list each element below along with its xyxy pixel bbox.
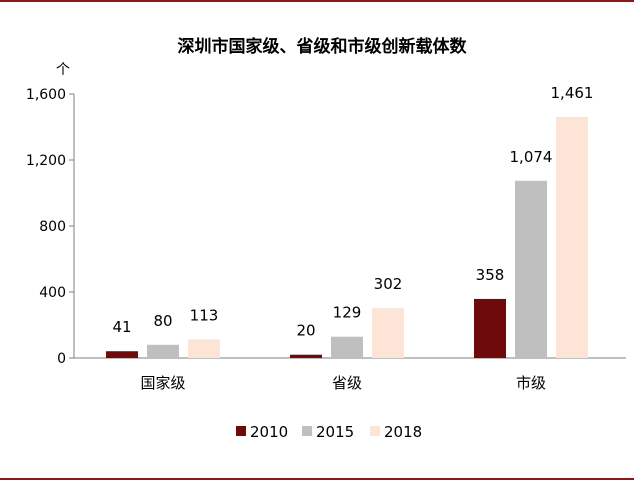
bar-2018-1 xyxy=(372,308,404,358)
category-label: 省级 xyxy=(332,374,362,392)
bar-2010-2 xyxy=(474,298,506,358)
data-label: 80 xyxy=(153,312,172,330)
category-label: 市级 xyxy=(516,374,546,392)
bar-2015-2 xyxy=(515,180,547,358)
bar-2015-0 xyxy=(147,344,179,358)
data-label: 113 xyxy=(190,306,219,324)
bar-2018-0 xyxy=(188,339,220,358)
chart-title: 深圳市国家级、省级和市级创新载体数 xyxy=(178,36,468,57)
legend-label: 2018 xyxy=(384,423,422,441)
bars xyxy=(106,116,588,358)
y-axis-ticks: 0 400 800 1,200 1,600 xyxy=(26,87,74,367)
legend-swatch-2018 xyxy=(370,426,380,436)
bar-2015-1 xyxy=(331,336,363,358)
y-tick-label: 400 xyxy=(39,285,66,301)
data-label: 1,074 xyxy=(510,148,553,166)
legend-label: 2015 xyxy=(316,423,354,441)
category-label: 国家级 xyxy=(140,374,185,392)
bar-2010-0 xyxy=(106,351,138,358)
legend-swatch-2010 xyxy=(236,426,246,436)
data-label: 20 xyxy=(296,322,315,340)
legend: 2010 2015 2018 xyxy=(236,423,422,441)
y-tick-label: 1,600 xyxy=(26,87,66,103)
data-labels: 41 80 113 20 129 302 358 1,074 1,461 xyxy=(112,84,593,340)
y-axis-unit-label: 个 xyxy=(56,62,70,78)
bar-2018-2 xyxy=(556,116,588,358)
y-tick-label: 0 xyxy=(57,351,66,367)
data-label: 41 xyxy=(112,318,131,336)
data-label: 302 xyxy=(374,275,403,293)
data-label: 1,461 xyxy=(551,84,594,102)
data-label: 358 xyxy=(476,266,505,284)
category-labels: 国家级 省级 市级 xyxy=(140,374,546,392)
y-tick-label: 1,200 xyxy=(26,153,66,169)
data-label: 129 xyxy=(333,304,362,322)
legend-swatch-2015 xyxy=(302,426,312,436)
legend-label: 2010 xyxy=(250,423,288,441)
bar-2010-1 xyxy=(290,354,322,358)
y-tick-label: 800 xyxy=(39,219,66,235)
